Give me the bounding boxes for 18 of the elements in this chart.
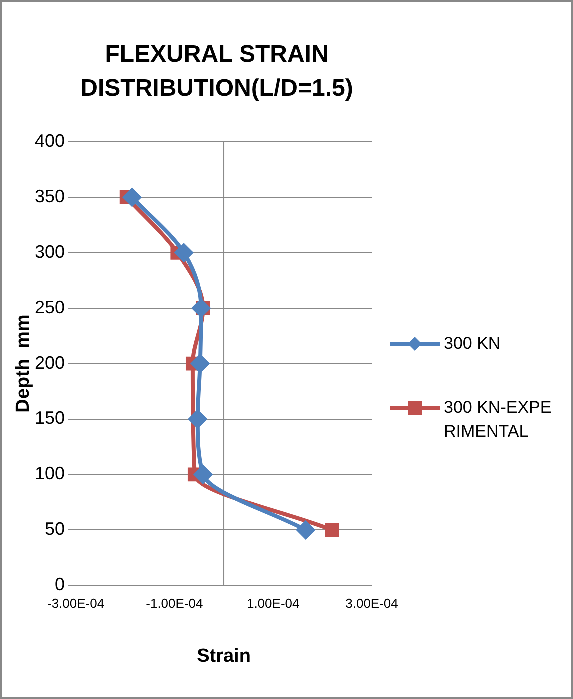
y-tick-label: 400 [34, 130, 66, 151]
y-tick-label: 100 [34, 464, 66, 484]
x-tick-label: 1.00E-04 [246, 596, 300, 611]
chart-title: FLEXURAL STRAIN DISTRIBUTION(L/D=1.5) [80, 40, 354, 104]
y-tick-label: 150 [34, 408, 66, 428]
x-tick-label: -3.00E-04 [47, 596, 105, 611]
legend-label: 300 KN-EXPERIMENTAL [444, 397, 553, 443]
y-tick-label: 300 [34, 242, 66, 262]
y-tick-label: 350 [34, 186, 66, 206]
y-tick-label: 50 [45, 519, 66, 540]
x-axis-title: Strain [197, 646, 251, 667]
x-tick-label: 3.00E-04 [346, 596, 398, 611]
y-tick-label: 0 [55, 574, 66, 595]
y-tick-label: 250 [34, 297, 66, 318]
y-axis-title: Depth mm [13, 314, 34, 413]
x-tick-label: -1.00E-04 [146, 596, 204, 611]
y-tick-label: 200 [34, 352, 66, 373]
legend-label: 300 KN [444, 333, 502, 355]
